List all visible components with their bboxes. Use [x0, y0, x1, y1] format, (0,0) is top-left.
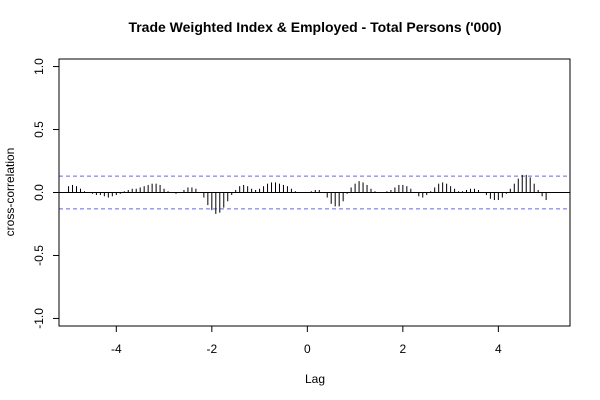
- confidence-bounds: [59, 175, 570, 210]
- x-tick-label: 2: [400, 342, 407, 356]
- correlation-bars: [68, 174, 547, 214]
- x-tick-label: 0: [304, 342, 311, 356]
- chart-title: Trade Weighted Index & Employed - Total …: [128, 19, 501, 35]
- x-tick-label: -2: [206, 342, 217, 356]
- x-axis-label: Lag: [305, 372, 325, 386]
- y-tick-label: 1.0: [32, 58, 46, 75]
- y-axis: -1.0 -0.5 0.0 0.5 1.0: [32, 58, 60, 329]
- x-axis: -4 -2 0 2 4: [111, 325, 502, 356]
- y-tick-label: -0.5: [32, 245, 46, 266]
- y-axis-label: cross-correlation: [3, 148, 17, 237]
- y-tick-label: -1.0: [32, 308, 46, 329]
- x-tick-label: 4: [495, 342, 502, 356]
- y-tick-label: 0.0: [32, 184, 46, 201]
- x-tick-label: -4: [111, 342, 122, 356]
- y-tick-label: 0.5: [32, 121, 46, 138]
